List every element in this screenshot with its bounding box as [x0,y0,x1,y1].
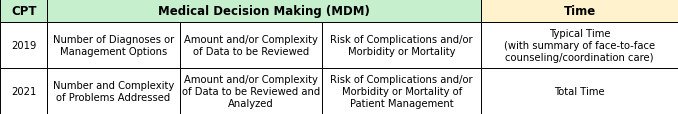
Text: Risk of Complications and/or
Morbidity or Mortality of
Patient Management: Risk of Complications and/or Morbidity o… [330,74,473,108]
Bar [481,0,678,23]
Bar [47,23,180,68]
Bar [481,68,678,114]
Bar [47,0,481,23]
Text: Medical Decision Making (MDM): Medical Decision Making (MDM) [159,5,370,18]
Text: Amount and/or Complexity
of Data to be Reviewed and
Analyzed: Amount and/or Complexity of Data to be R… [182,74,320,108]
Text: Number of Diagnoses or
Management Options: Number of Diagnoses or Management Option… [53,35,174,57]
Bar [322,23,481,68]
Text: 2021: 2021 [11,86,37,96]
Bar [0,68,47,114]
Bar [0,23,47,68]
Text: Time: Time [563,5,596,18]
Text: Number and Complexity
of Problems Addressed: Number and Complexity of Problems Addres… [53,80,174,102]
Bar [180,68,322,114]
Text: Risk of Complications and/or
Morbidity or Mortality: Risk of Complications and/or Morbidity o… [330,35,473,57]
Text: 2019: 2019 [11,41,37,51]
Bar [481,23,678,68]
Text: Total Time: Total Time [555,86,605,96]
Bar [47,68,180,114]
Text: CPT: CPT [11,5,37,18]
Text: Amount and/or Complexity
of Data to be Reviewed: Amount and/or Complexity of Data to be R… [184,35,318,57]
Bar [0,0,47,23]
Bar [322,68,481,114]
Bar [180,23,322,68]
Text: Typical Time
(with summary of face-to-face
counseling/coordination care): Typical Time (with summary of face-to-fa… [504,28,655,63]
